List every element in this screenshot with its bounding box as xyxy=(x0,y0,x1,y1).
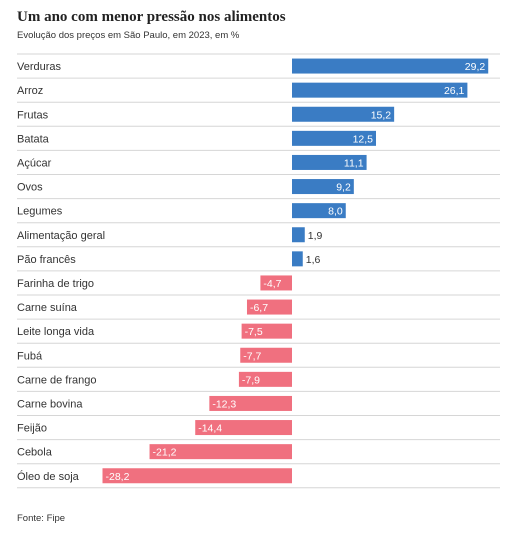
bar xyxy=(292,130,376,146)
category-label: Pão francês xyxy=(17,254,76,266)
category-label: Verduras xyxy=(17,61,62,73)
category-label: Óleo de soja xyxy=(17,470,80,483)
category-label: Feijão xyxy=(17,423,47,435)
bar xyxy=(292,251,303,267)
bar xyxy=(292,82,468,98)
bar xyxy=(292,227,305,243)
bar xyxy=(292,179,354,195)
bar xyxy=(149,444,292,460)
category-label: Açúcar xyxy=(17,157,52,169)
bar xyxy=(292,203,346,219)
value-label: 8,0 xyxy=(328,206,343,218)
bar xyxy=(260,275,292,291)
category-label: Leite longa vida xyxy=(17,326,95,338)
category-label: Carne de frango xyxy=(17,374,97,386)
value-label: -4,7 xyxy=(263,278,281,290)
category-label: Legumes xyxy=(17,206,63,218)
bar xyxy=(241,323,292,339)
value-label: 29,2 xyxy=(465,61,486,73)
bar xyxy=(292,58,489,74)
value-label: 1,6 xyxy=(306,254,321,266)
value-label: -7,7 xyxy=(243,350,261,362)
value-label: -21,2 xyxy=(153,447,177,459)
value-label: -28,2 xyxy=(105,471,129,483)
category-label: Batata xyxy=(17,133,50,145)
chart-subtitle: Evolução dos preços em São Paulo, em 202… xyxy=(17,30,240,41)
chart-title: Um ano com menor pressão nos alimentos xyxy=(17,9,286,25)
value-label: -7,5 xyxy=(245,326,263,338)
value-label: -12,3 xyxy=(212,398,236,410)
category-label: Alimentação geral xyxy=(17,230,105,242)
value-label: -7,9 xyxy=(242,374,260,386)
bar xyxy=(238,371,292,387)
bar xyxy=(292,106,395,122)
value-label: -14,4 xyxy=(198,423,222,435)
value-label: 15,2 xyxy=(371,109,392,121)
bar xyxy=(209,395,292,411)
category-label: Frutas xyxy=(17,109,49,121)
bar xyxy=(292,154,367,170)
value-label: 12,5 xyxy=(353,133,374,145)
category-label: Arroz xyxy=(17,85,43,97)
value-label: 9,2 xyxy=(336,182,351,194)
bar xyxy=(195,420,292,436)
value-label: 1,9 xyxy=(308,230,323,242)
category-label: Ovos xyxy=(17,182,43,194)
bar xyxy=(240,347,292,363)
category-label: Carne suína xyxy=(17,302,78,314)
bar xyxy=(102,468,292,484)
bar xyxy=(246,299,292,315)
value-label: -6,7 xyxy=(250,302,268,314)
category-label: Carne bovina xyxy=(17,398,83,410)
category-label: Fubá xyxy=(17,350,43,362)
category-label: Cebola xyxy=(17,447,53,459)
category-label: Farinha de trigo xyxy=(17,278,94,290)
value-label: 11,1 xyxy=(344,157,364,169)
chart-source: Fonte: Fipe xyxy=(17,513,66,524)
value-label: 26,1 xyxy=(444,85,465,97)
